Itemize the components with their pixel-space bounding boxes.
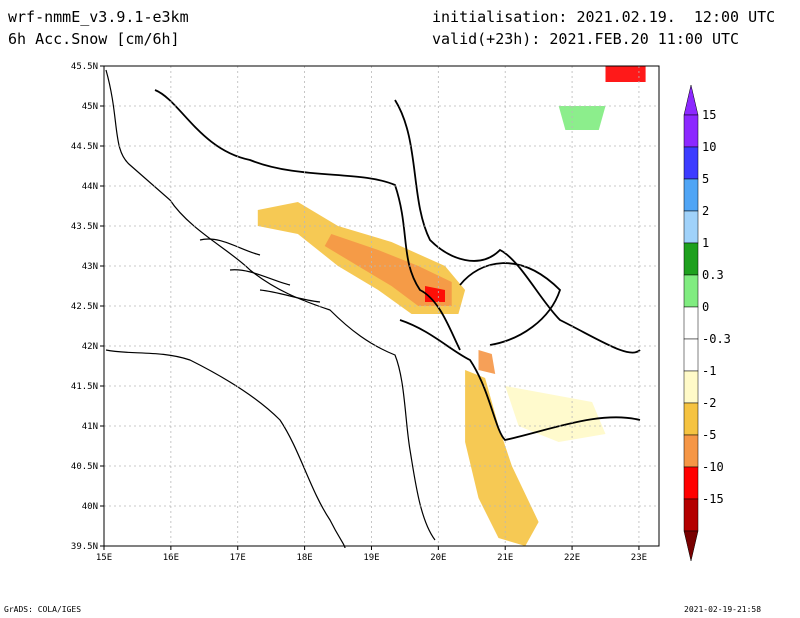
snow-region-romania-peak <box>605 66 646 82</box>
legend-swatch-11 <box>683 466 699 500</box>
tick-label-lat-10: 44.5N <box>71 142 98 152</box>
init-time: initialisation: 2021.02.19. 12:00 UTC <box>432 8 776 26</box>
legend-label-11: -10 <box>702 460 724 474</box>
tick-label-lat-12: 45.5N <box>71 62 98 72</box>
tick-label-lon-0: 15E <box>96 553 112 563</box>
croatian-islands <box>199 238 321 303</box>
legend-swatch-4 <box>683 242 699 276</box>
legend-label-9: -2 <box>702 396 716 410</box>
italy-coastline <box>105 349 346 549</box>
legend-swatch-9 <box>683 402 699 436</box>
legend-swatch-12 <box>683 498 699 532</box>
snow-region-korab <box>478 350 496 374</box>
tick-label-lon-6: 21E <box>497 553 513 563</box>
legend-swatch-7 <box>683 338 699 372</box>
tick-label-lon-5: 20E <box>430 553 446 563</box>
border-bosnia <box>154 89 461 351</box>
snow-region-macedonia <box>505 386 606 442</box>
tick-label-lat-1: 40N <box>82 502 98 512</box>
legend-swatch-1 <box>683 146 699 180</box>
tick-label-lon-2: 17E <box>230 553 246 563</box>
tick-label-lon-1: 16E <box>163 553 179 563</box>
border-albania <box>399 319 641 441</box>
tick-label-lon-4: 19E <box>363 553 379 563</box>
map-figure: 15E 16E 17E 18E 19E 20E 21E 22E 23E 39.5N 40N 40.5N… <box>71 62 731 563</box>
legend-top-arrow <box>683 84 699 116</box>
tick-label-lat-4: 41.5N <box>71 382 98 392</box>
border-kosovo <box>459 262 562 346</box>
legend-swatch-10 <box>683 434 699 468</box>
tick-label-lon-7: 22E <box>564 553 580 563</box>
legend-label-4: 1 <box>702 236 709 250</box>
legend-label-10: -5 <box>702 428 716 442</box>
legend-label-6: 0 <box>702 300 709 314</box>
map-axes: 15E 16E 17E 18E 19E 20E 21E 22E 23E 39.5N 40N 40.5N… <box>71 62 660 563</box>
snow-region-pindus <box>465 370 539 546</box>
tick-label-lat-3: 41N <box>82 422 98 432</box>
border-layer <box>154 89 641 441</box>
render-timestamp: 2021-02-19-21:58 <box>684 605 762 614</box>
software-credit: GrADS: COLA/IGES <box>4 605 82 614</box>
legend-label-0: 15 <box>702 108 716 122</box>
legend-label-8: -1 <box>702 364 716 378</box>
legend-label-2: 5 <box>702 172 709 186</box>
color-legend: 15 10 5 2 1 0.3 0 -0.3 -1 -2 -5 -10 -15 <box>683 84 731 562</box>
legend-label-3: 2 <box>702 204 709 218</box>
legend-swatch-2 <box>683 178 699 212</box>
tick-label-lat-11: 45N <box>82 102 98 112</box>
legend-swatch-8 <box>683 370 699 404</box>
coastline-layer <box>105 69 436 549</box>
tick-label-lon-8: 23E <box>631 553 647 563</box>
snow-region-dinaric-core <box>324 234 452 306</box>
tick-label-lat-5: 42N <box>82 342 98 352</box>
tick-label-lat-9: 44N <box>82 182 98 192</box>
snow-region-romania-rain <box>558 106 606 130</box>
legend-label-12: -15 <box>702 492 724 506</box>
tick-label-lat-8: 43.5N <box>71 222 98 232</box>
legend-swatch-0 <box>683 114 699 148</box>
adriatic-coastline <box>105 69 436 541</box>
legend-label-1: 10 <box>702 140 716 154</box>
valid-time: valid(+23h): 2021.FEB.20 11:00 UTC <box>432 30 740 48</box>
tick-label-lon-3: 18E <box>296 553 312 563</box>
legend-swatch-3 <box>683 210 699 244</box>
snow-layer <box>257 66 646 546</box>
tick-label-lat-0: 39.5N <box>71 542 98 552</box>
legend-label-7: -0.3 <box>702 332 731 346</box>
legend-bottom-arrow <box>683 530 699 562</box>
legend-label-5: 0.3 <box>702 268 724 282</box>
tick-label-lat-2: 40.5N <box>71 462 98 472</box>
border-serbia <box>394 99 641 354</box>
model-title: wrf-nmmE_v3.9.1-e3km <box>8 8 189 26</box>
tick-label-lat-6: 42.5N <box>71 302 98 312</box>
legend-swatch-5 <box>683 274 699 308</box>
map-frame <box>103 65 660 547</box>
field-title: 6h Acc.Snow [cm/6h] <box>8 30 180 48</box>
tick-label-lat-7: 43N <box>82 262 98 272</box>
legend-swatch-6 <box>683 306 699 340</box>
